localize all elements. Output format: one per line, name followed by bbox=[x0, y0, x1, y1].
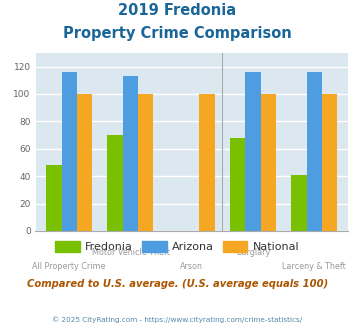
Bar bbox=[108, 135, 123, 231]
Text: Arson: Arson bbox=[180, 262, 203, 271]
Bar bbox=[245, 72, 261, 231]
Text: Motor Vehicle Theft: Motor Vehicle Theft bbox=[92, 248, 169, 257]
Text: 2019 Fredonia: 2019 Fredonia bbox=[119, 3, 236, 18]
Legend: Fredonia, Arizona, National: Fredonia, Arizona, National bbox=[51, 237, 304, 256]
Bar bbox=[123, 76, 138, 231]
Bar bbox=[200, 94, 215, 231]
Bar bbox=[77, 94, 92, 231]
Bar bbox=[230, 138, 245, 231]
Bar bbox=[138, 94, 153, 231]
Text: Burglary: Burglary bbox=[236, 248, 270, 257]
Text: © 2025 CityRating.com - https://www.cityrating.com/crime-statistics/: © 2025 CityRating.com - https://www.city… bbox=[53, 317, 302, 323]
Bar bbox=[61, 72, 77, 231]
Text: Property Crime Comparison: Property Crime Comparison bbox=[63, 26, 292, 41]
Bar bbox=[307, 72, 322, 231]
Text: Compared to U.S. average. (U.S. average equals 100): Compared to U.S. average. (U.S. average … bbox=[27, 279, 328, 289]
Bar bbox=[291, 175, 307, 231]
Bar bbox=[322, 94, 337, 231]
Bar bbox=[46, 165, 61, 231]
Text: All Property Crime: All Property Crime bbox=[32, 262, 106, 271]
Text: Larceny & Theft: Larceny & Theft bbox=[282, 262, 346, 271]
Bar bbox=[261, 94, 276, 231]
